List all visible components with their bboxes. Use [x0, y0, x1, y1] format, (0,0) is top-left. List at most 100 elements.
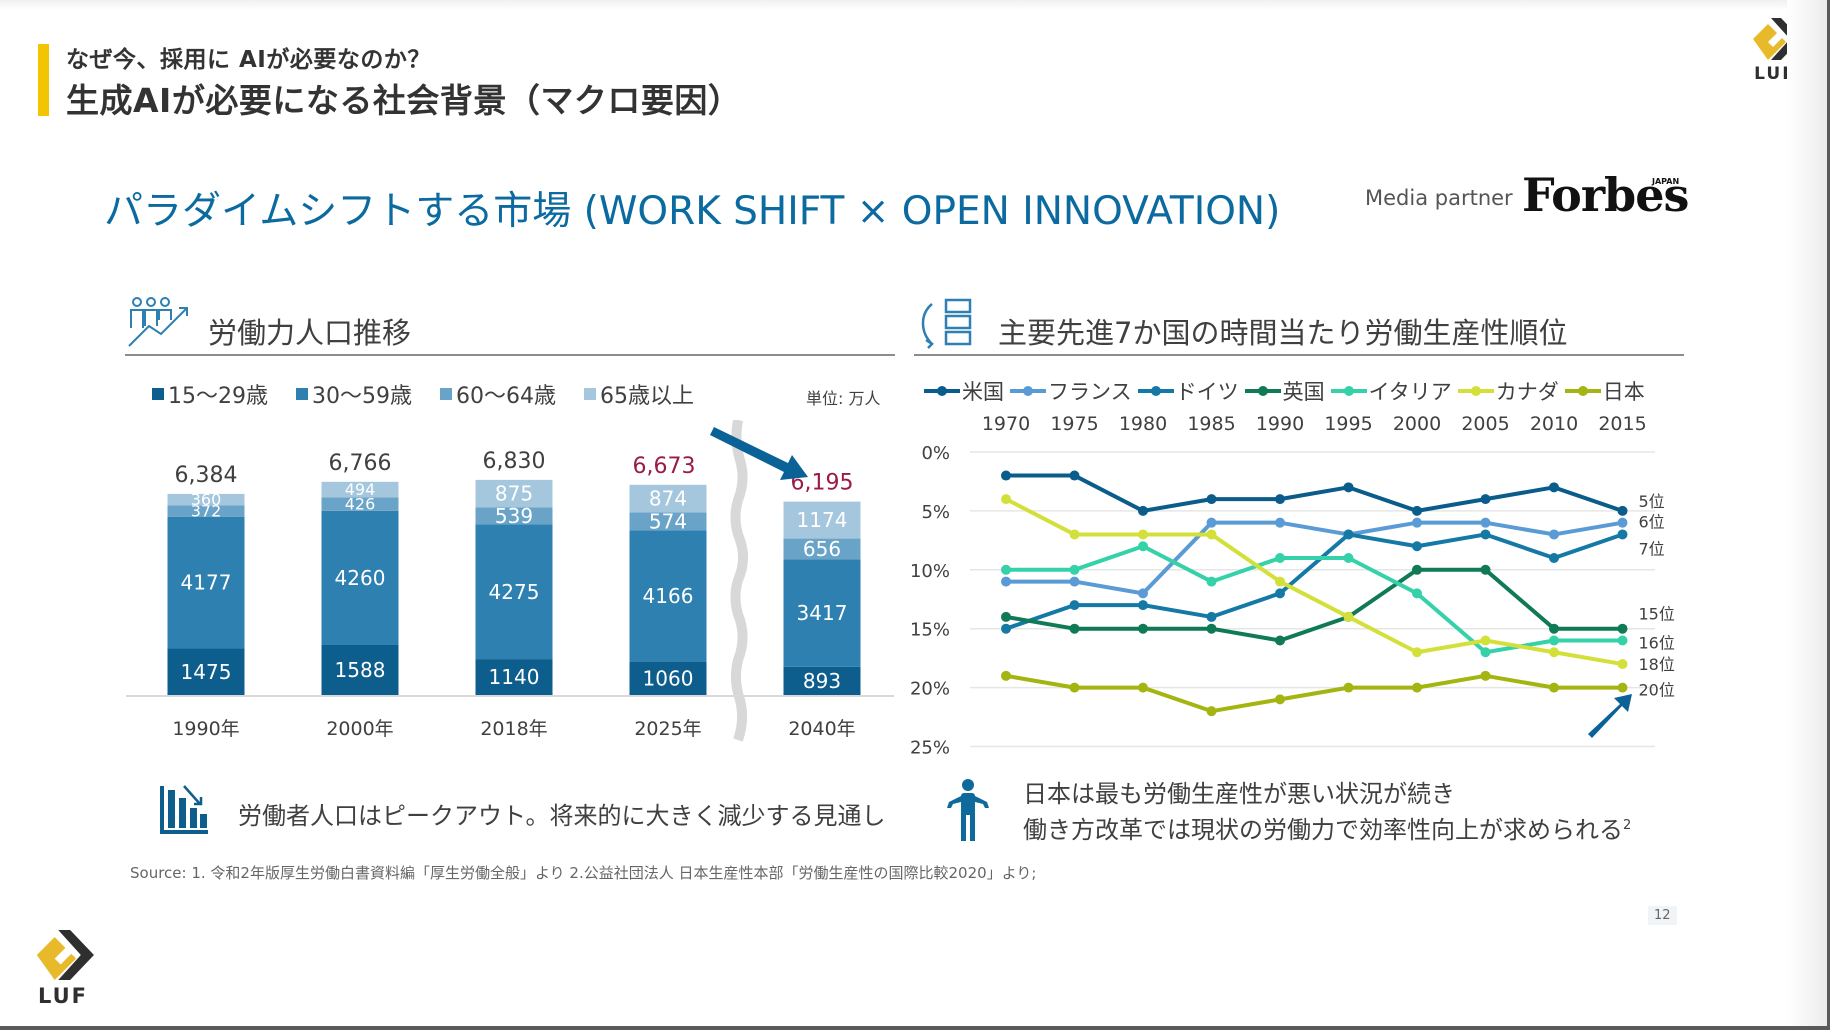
data-point — [1412, 682, 1422, 693]
data-point — [1617, 517, 1628, 528]
legend-line — [1244, 386, 1281, 396]
legend-item-30-59: 30〜59歳 — [296, 378, 412, 410]
data-point — [1001, 564, 1011, 575]
data-point — [1617, 682, 1628, 693]
legend-label: 60〜64歳 — [456, 384, 556, 409]
bar-segment — [783, 501, 861, 539]
data-point — [1480, 517, 1491, 528]
data-point — [1206, 517, 1217, 528]
bar-value-label: 574 — [649, 509, 687, 533]
data-point — [1206, 706, 1217, 717]
bar-segment — [475, 659, 553, 695]
y-tick-label: 0% — [921, 443, 950, 464]
data-point — [1549, 553, 1559, 564]
x-tick-label: 2005 — [1461, 413, 1509, 435]
data-point — [1412, 517, 1422, 528]
bar-total-label: 6,673 — [633, 454, 696, 479]
heading-accent-bar — [38, 44, 49, 116]
data-point — [1001, 576, 1011, 587]
bar-segment — [321, 644, 399, 695]
bar-segment — [629, 484, 707, 513]
source-citation: Source: 1. 令和2年版厚生労働白書資料編「厚生労働全般」より 2.公益… — [130, 864, 1037, 882]
data-point — [1138, 682, 1148, 693]
legend-label: ドイツ — [1175, 380, 1239, 404]
x-tick-label: 2010 — [1530, 413, 1578, 435]
workforce-note-text: 労働者人口はピークアウト。将来的に大きく減少する見通し — [238, 802, 886, 830]
data-point — [1206, 576, 1217, 587]
productivity-note-line2-text: 働き方改革では現状の労働力で効率性向上が求められる — [1023, 816, 1623, 844]
workforce-panel-header: 労働力人口推移 — [125, 294, 895, 356]
legend-item-15-29: 15〜29歳 — [152, 378, 268, 410]
legend-line — [1564, 386, 1601, 396]
bar-total-label: 6,766 — [329, 451, 392, 476]
end-rank-label: 16位 — [1639, 633, 1675, 652]
bar-value-label: 539 — [495, 504, 533, 528]
luf-logo-top: LUF — [1745, 18, 1805, 84]
data-point — [1412, 588, 1422, 599]
bar-value-label: 1174 — [797, 508, 848, 532]
x-tick-label: 1980 — [1119, 413, 1167, 435]
data-point — [1549, 529, 1559, 540]
bar-segment — [321, 510, 399, 645]
luf-logo-icon — [36, 930, 94, 980]
bar-value-label: 3417 — [797, 601, 848, 625]
data-point — [1206, 529, 1217, 540]
data-point — [1549, 635, 1559, 646]
upward-arrow — [1588, 694, 1632, 738]
bar-value-label: 4260 — [335, 566, 386, 590]
bar-segment — [167, 493, 245, 506]
x-tick-label: 2000 — [1393, 413, 1441, 435]
data-point — [1138, 505, 1148, 516]
series-line — [1005, 497, 1623, 667]
legend-line — [924, 386, 960, 396]
bar-segment — [167, 516, 245, 649]
data-point — [1275, 588, 1285, 599]
productivity-legend: 米国 フランス ドイツ 英国 イタリア カナダ 日本 — [924, 376, 1645, 406]
legend-item-france: フランス — [1010, 376, 1132, 406]
legend-label: 米国 — [962, 380, 1004, 404]
x-tick-label: 1970 — [982, 413, 1030, 435]
data-point — [1617, 659, 1628, 670]
data-point — [1069, 600, 1080, 611]
legend-swatch — [296, 388, 308, 400]
data-point — [1480, 670, 1491, 681]
data-point — [1275, 635, 1285, 646]
data-point — [1549, 482, 1559, 493]
bar-value-label: 874 — [649, 487, 687, 511]
bar-value-label: 360 — [191, 490, 222, 509]
luf-logo-text: LUF — [37, 984, 89, 1008]
data-point — [1412, 505, 1422, 516]
series-line — [1005, 673, 1623, 714]
bar-segment — [783, 559, 861, 667]
data-point — [1617, 529, 1628, 540]
y-tick-label: 15% — [910, 620, 950, 641]
x-tick-label: 2018年 — [480, 718, 547, 740]
legend-swatch — [440, 388, 452, 400]
bar-total-label: 6,384 — [175, 463, 238, 488]
legend-item-65-plus: 65歳以上 — [584, 378, 694, 410]
data-point — [1069, 470, 1080, 481]
end-rank-label: 20位 — [1639, 681, 1675, 700]
data-point — [1069, 623, 1080, 634]
data-point — [1206, 623, 1217, 634]
legend-swatch — [152, 388, 164, 400]
data-point — [1001, 494, 1011, 505]
data-point — [1069, 564, 1080, 575]
bar-segment — [783, 666, 861, 695]
legend-label: 15〜29歳 — [168, 384, 268, 409]
bar-segment — [629, 661, 707, 695]
trend-arrow — [710, 427, 808, 480]
main-heading: 生成AIが必要になる社会背景（マクロ要因） — [66, 81, 742, 120]
data-point — [1001, 670, 1011, 681]
legend-item-usa: 米国 — [924, 376, 1004, 406]
x-tick-label: 1995 — [1324, 413, 1372, 435]
legend-item-60-64: 60〜64歳 — [440, 378, 556, 410]
forbes-japan-label: JAPAN — [1652, 177, 1680, 186]
bar-value-label: 1140 — [489, 665, 540, 689]
data-point — [1480, 494, 1491, 505]
data-point — [1412, 541, 1422, 552]
data-point — [1001, 623, 1011, 634]
end-rank-label: 5位 — [1639, 492, 1665, 511]
productivity-note-line2: 働き方改革では現状の労働力で効率性向上が求められる2 — [1023, 810, 1631, 846]
